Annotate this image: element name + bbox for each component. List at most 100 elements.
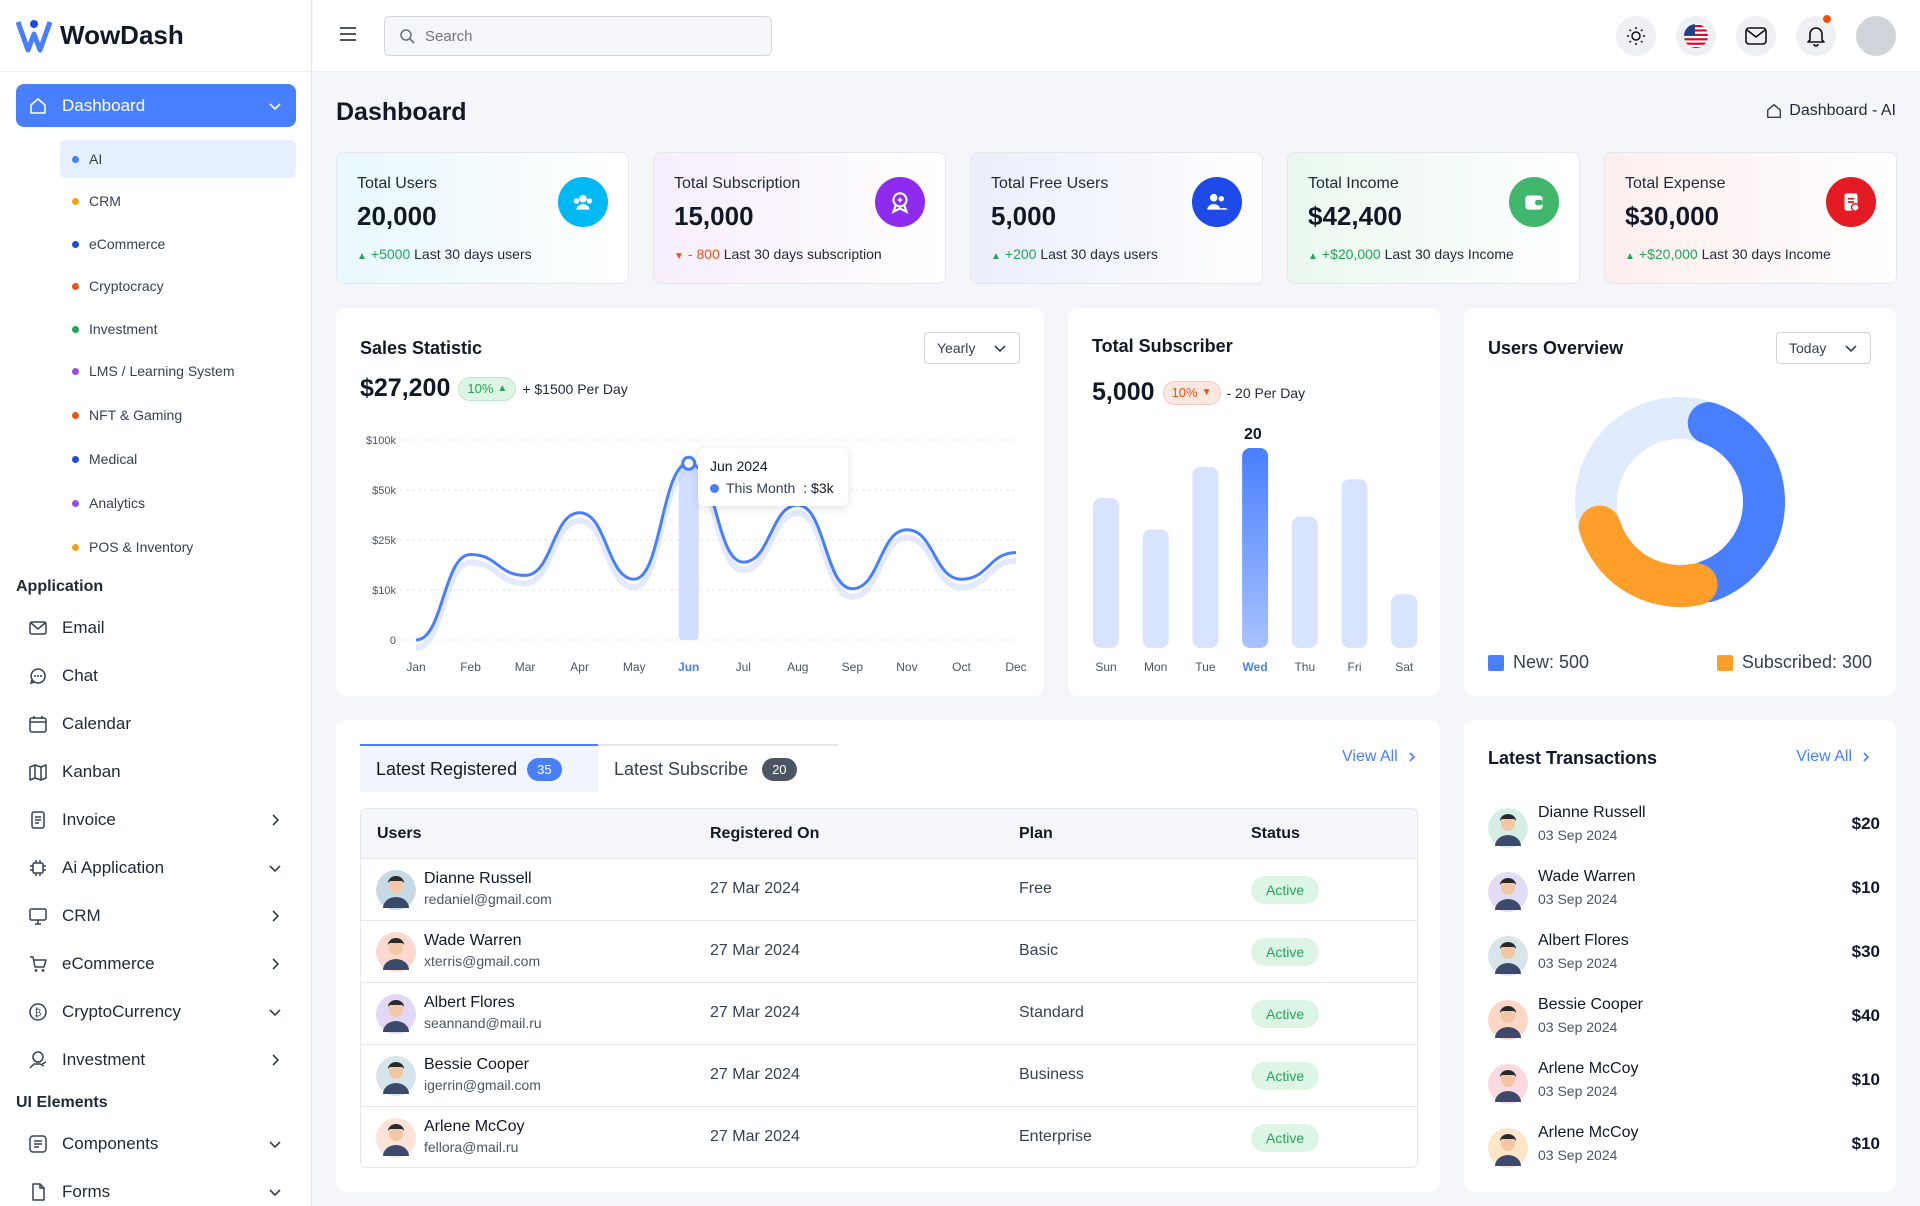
- transaction-row[interactable]: Wade Warren 03 Sep 2024 $10: [1488, 868, 1880, 920]
- stat-card-total-income: Total Income $42,400 ▲ +$20,000 Last 30 day…: [1287, 152, 1580, 284]
- table-row[interactable]: Albert Flores seannand@mail.ru 27 Mar 2024…: [361, 983, 1417, 1045]
- bullet-dot: [72, 455, 79, 463]
- sidebar-item-label: Calendar: [62, 714, 131, 733]
- sales-period-value: Yearly: [937, 340, 976, 356]
- sidebar-item-invoice[interactable]: Invoice: [16, 800, 296, 840]
- sales-period-select[interactable]: Yearly: [924, 332, 1021, 364]
- bell-icon: [1807, 27, 1825, 47]
- registered-date: 27 Mar 2024: [710, 1004, 800, 1021]
- menu-toggle-icon[interactable]: [339, 26, 357, 47]
- home-icon[interactable]: [1765, 102, 1783, 120]
- transaction-row[interactable]: Dianne Russell 03 Sep 2024 $20: [1488, 804, 1880, 856]
- sidebar-subitem-analytics[interactable]: Analytics: [60, 484, 296, 522]
- transaction-row[interactable]: Arlene McCoy 03 Sep 2024 $10: [1488, 1060, 1880, 1112]
- table-row[interactable]: Wade Warren xterris@gmail.com 27 Mar 2024 B…: [361, 921, 1417, 983]
- tab-latest-registered[interactable]: Latest Registered 35: [360, 744, 598, 792]
- sidebar-item-investment[interactable]: Investment: [16, 1040, 296, 1080]
- brand-logo[interactable]: WowDash: [0, 0, 311, 72]
- sidebar-subitem-crm[interactable]: CRM: [60, 182, 296, 220]
- user-name: Albert Flores: [424, 994, 515, 1011]
- user-email: igerrin@gmail.com: [424, 1077, 541, 1093]
- sidebar-item-ai-application[interactable]: Ai Application: [16, 848, 296, 888]
- sidebar-item-ecommerce[interactable]: eCommerce: [16, 944, 296, 984]
- table-row[interactable]: Arlene McCoy fellora@mail.ru 27 Mar 2024 En…: [361, 1107, 1417, 1169]
- transaction-row[interactable]: Bessie Cooper 03 Sep 2024 $40: [1488, 996, 1880, 1048]
- transaction-row[interactable]: Albert Flores 03 Sep 2024 $30: [1488, 932, 1880, 984]
- legend-swatch-new: [1488, 654, 1504, 671]
- stat-title: Total Expense: [1625, 175, 1726, 192]
- search-icon: [400, 29, 415, 44]
- sidebar-item-label: Invoice: [62, 810, 116, 829]
- transaction-name: Dianne Russell: [1538, 804, 1646, 821]
- highlight-column: [678, 463, 699, 640]
- tab-count-badge: 20: [762, 757, 797, 781]
- table-row[interactable]: Bessie Cooper igerrin@gmail.com 27 Mar 202…: [361, 1045, 1417, 1107]
- bar-peak-label: 20: [1244, 426, 1262, 443]
- sidebar-item-chat[interactable]: Chat: [16, 656, 296, 696]
- sidebar-item-label: CRM: [62, 906, 101, 925]
- sidebar-item-components[interactable]: Components: [16, 1124, 296, 1164]
- sidebar-subitem-pos-inventory[interactable]: POS & Inventory: [60, 528, 296, 566]
- sidebar-item-calendar[interactable]: Calendar: [16, 704, 296, 744]
- sidebar: WowDash Dashboard AI CRM eCommerce Cryptocr…: [0, 0, 312, 1206]
- sidebar-subitem-investment[interactable]: Investment: [60, 310, 296, 348]
- mail-button[interactable]: [1736, 16, 1776, 56]
- sidebar-subitem-label: Medical: [89, 451, 138, 467]
- status-badge: Active: [1251, 938, 1320, 966]
- donut-slice-subscribed: [1578, 505, 1718, 607]
- overview-period-select[interactable]: Today: [1776, 332, 1872, 364]
- sidebar-subitem-label: eCommerce: [89, 236, 166, 252]
- sidebar-subitem-ai[interactable]: AI: [60, 140, 296, 178]
- sidebar-subitem-label: Investment: [89, 321, 158, 337]
- sidebar-subitem-ecommerce[interactable]: eCommerce: [60, 225, 296, 263]
- sidebar-subitem-medical[interactable]: Medical: [60, 440, 296, 478]
- stat-icon-badge: [1192, 177, 1242, 227]
- brand-name: WowDash: [60, 20, 184, 50]
- stat-value: $42,400: [1308, 201, 1402, 231]
- transaction-date: 03 Sep 2024: [1538, 1083, 1618, 1099]
- chevron-right-icon: [1409, 752, 1415, 762]
- y-tick-label: $25k: [372, 535, 396, 547]
- transaction-row[interactable]: Arlene McCoy 03 Sep 2024 $10: [1488, 1124, 1880, 1176]
- user-name: Wade Warren: [424, 932, 522, 949]
- search-input[interactable]: [425, 27, 745, 45]
- sidebar-item-dashboard[interactable]: Dashboard: [16, 84, 296, 127]
- user-cell: Bessie Cooper igerrin@gmail.com: [424, 1056, 541, 1093]
- avatar: [1488, 936, 1528, 976]
- search-box[interactable]: [384, 16, 772, 56]
- table-row[interactable]: Dianne Russell redaniel@gmail.com 27 Mar 2…: [361, 859, 1417, 921]
- stat-value: 20,000: [357, 201, 437, 231]
- bar: [1242, 448, 1269, 648]
- sidebar-subitem-lms-learning-system[interactable]: LMS / Learning System: [60, 352, 296, 390]
- language-button[interactable]: [1676, 16, 1716, 56]
- sidebar-subitem-label: Analytics: [89, 495, 146, 511]
- transactions-title: Latest Transactions: [1488, 748, 1658, 768]
- overview-title: Users Overview: [1488, 338, 1624, 358]
- x-tick-label: Wed: [1243, 660, 1268, 674]
- notification-dot: [1823, 15, 1831, 23]
- home-icon: [30, 97, 46, 114]
- sidebar-item-crm[interactable]: CRM: [16, 896, 296, 936]
- user-cell: Wade Warren xterris@gmail.com: [424, 932, 540, 969]
- theme-toggle-button[interactable]: [1616, 16, 1656, 56]
- y-tick-label: $100k: [366, 435, 396, 447]
- wowdash-logo-icon: [16, 19, 52, 52]
- sidebar-item-kanban[interactable]: Kanban: [16, 752, 296, 792]
- view-all-registered-link[interactable]: View All: [1342, 748, 1418, 766]
- award-icon: [891, 192, 909, 214]
- sidebar-item-forms[interactable]: Forms: [16, 1172, 296, 1206]
- sidebar-item-email[interactable]: Email: [16, 608, 296, 648]
- sidebar-subitem-cryptocracy[interactable]: Cryptocracy: [60, 267, 296, 305]
- sidebar-subitem-nft-gaming[interactable]: NFT & Gaming: [60, 396, 296, 434]
- bar: [1341, 479, 1368, 648]
- view-all-transactions-link[interactable]: View All: [1796, 748, 1872, 766]
- tab-latest-subscribe[interactable]: Latest Subscribe 20: [598, 744, 838, 792]
- arrow-up-icon: ▲: [991, 251, 1001, 262]
- bullet-dot: [72, 367, 79, 375]
- bullet-dot: [72, 240, 79, 248]
- notifications-button[interactable]: [1796, 15, 1836, 56]
- user-group-icon: [1207, 193, 1228, 210]
- avatar: [376, 932, 416, 972]
- user-avatar-button[interactable]: [1856, 16, 1896, 56]
- sidebar-item-cryptocurrency[interactable]: ₿ CryptoCurrency: [16, 992, 296, 1032]
